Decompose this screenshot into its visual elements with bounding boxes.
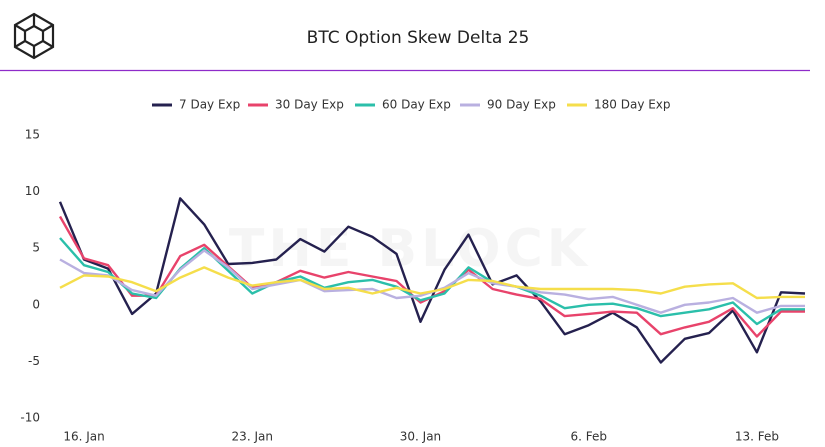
watermark: THE BLOCK — [229, 219, 591, 279]
series-line — [59, 266, 805, 300]
x-tick-label: 30. Jan — [400, 430, 441, 444]
y-tick-label: -5 — [28, 354, 40, 368]
x-tick-label: 23. Jan — [232, 430, 273, 444]
x-tick-label: 16. Jan — [63, 430, 104, 444]
x-tick-label: 6. Feb — [570, 430, 607, 444]
legend-item[interactable]: 30 Day Exp — [248, 98, 344, 112]
y-tick-label: 10 — [25, 184, 40, 198]
legend-label: 7 Day Exp — [179, 98, 240, 112]
legend-label: 60 Day Exp — [382, 98, 451, 112]
y-tick-label: 5 — [32, 241, 40, 255]
legend-label: 90 Day Exp — [487, 98, 556, 112]
legend-item[interactable]: 7 Day Exp — [152, 98, 240, 112]
legend-item[interactable]: 90 Day Exp — [460, 98, 556, 112]
chart-title: BTC Option Skew Delta 25 — [307, 28, 530, 48]
y-tick-label: 0 — [32, 297, 40, 311]
legend-label: 180 Day Exp — [594, 98, 671, 112]
logo — [13, 12, 55, 60]
y-tick-label: 15 — [25, 128, 40, 142]
y-tick-label: -10 — [20, 411, 40, 425]
legend-label: 30 Day Exp — [275, 98, 344, 112]
legend-item[interactable]: 60 Day Exp — [355, 98, 451, 112]
legend-item[interactable]: 180 Day Exp — [567, 98, 671, 112]
x-tick-label: 13. Feb — [735, 430, 779, 444]
